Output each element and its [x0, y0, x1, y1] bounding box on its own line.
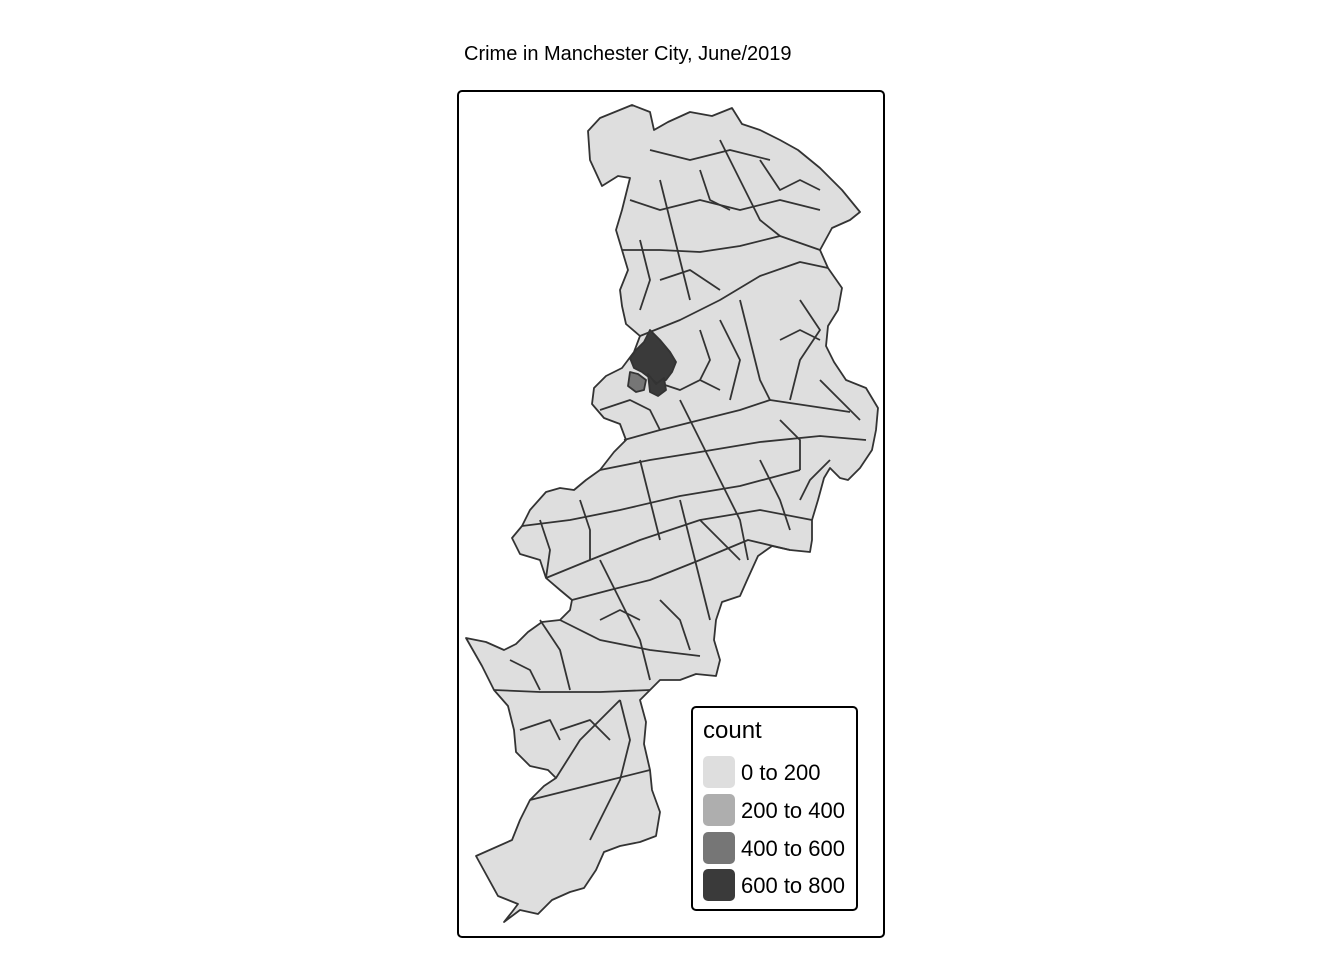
medium-crime-area: [627, 371, 647, 393]
map-title: Crime in Manchester City, June/2019: [464, 43, 792, 65]
map-regions: [465, 104, 879, 923]
legend-swatch: [703, 832, 735, 864]
legend-label: 400 to 600: [741, 836, 845, 861]
map-frame: [457, 90, 885, 938]
high-crime-area-east: [647, 373, 667, 397]
legend-item: 0 to 200: [703, 756, 853, 788]
legend-swatch: [703, 794, 735, 826]
legend-label: 0 to 200: [741, 760, 821, 785]
legend-label: 200 to 400: [741, 798, 845, 823]
legend-swatch: [703, 756, 735, 788]
manchester-outline: [465, 104, 879, 923]
legend-item: 200 to 400: [703, 794, 853, 826]
legend-title: count: [703, 717, 762, 744]
map-legend: count 0 to 200 200 to 400 400 to 600 600 to…: [691, 706, 858, 911]
legend-item: 400 to 600: [703, 832, 853, 864]
legend-item: 600 to 800: [703, 869, 853, 901]
legend-label: 600 to 800: [741, 873, 845, 898]
legend-swatch: [703, 869, 735, 901]
